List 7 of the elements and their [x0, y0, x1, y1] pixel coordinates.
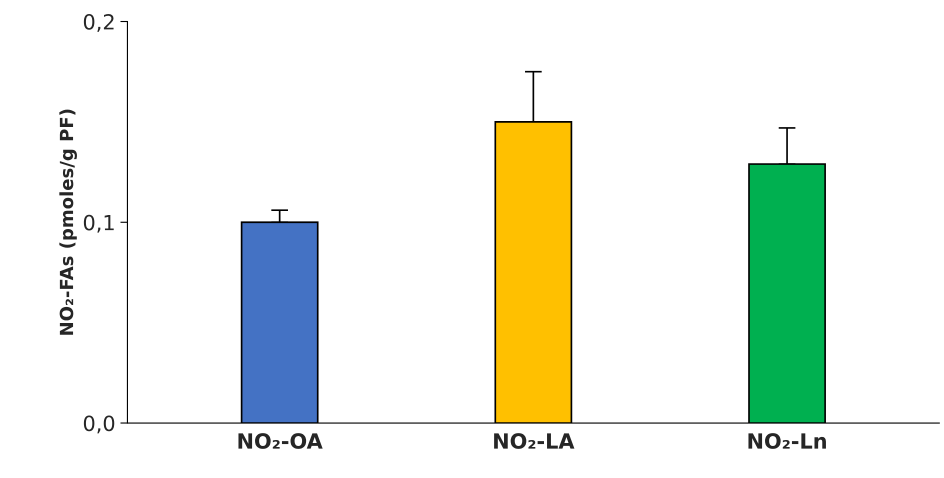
x-tick-label: NO₂-OA — [238, 433, 323, 449]
y-axis-title: NO₂-FAs (pmoles/g PF) — [59, 110, 77, 335]
y-tick-label: 0,0 — [84, 415, 114, 434]
y-tick-label: 0,2 — [84, 14, 114, 32]
x-tick-label: NO₂-LA — [494, 433, 574, 449]
x-tick-label: NO₂-Ln — [748, 433, 826, 449]
y-tick-label: 0,1 — [84, 214, 114, 233]
